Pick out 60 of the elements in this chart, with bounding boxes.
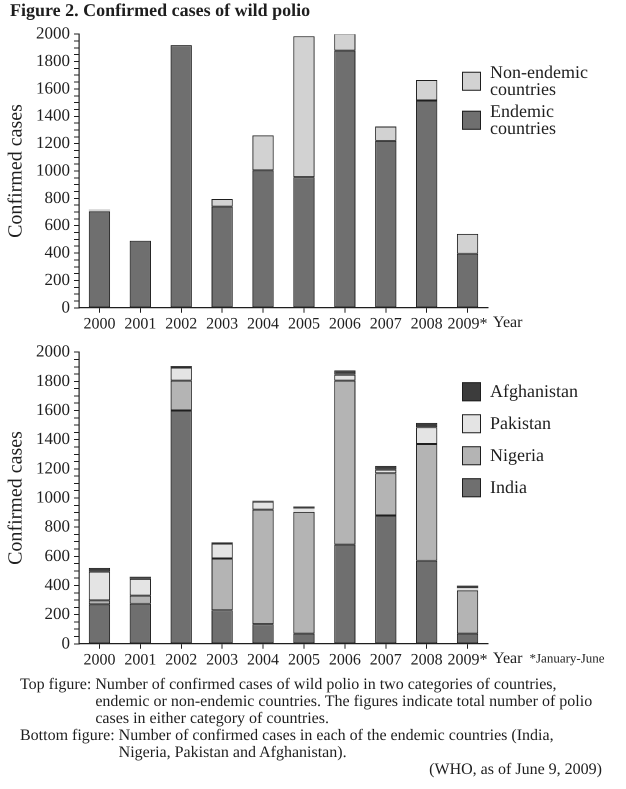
- x-tick-label: 2002: [165, 652, 198, 669]
- y-tick-label: 1200: [36, 458, 70, 478]
- x-tick-label: 2006: [328, 316, 361, 333]
- x-tick-label: 2008: [410, 316, 443, 333]
- x-tick-label: 2003: [206, 652, 238, 669]
- y-tick-label: 2000: [36, 342, 70, 361]
- y-tick-label: 0: [62, 297, 70, 316]
- y-tick-label: 600: [44, 546, 70, 565]
- x-tick-label: 2000: [83, 652, 116, 669]
- x-tick-label: 2006: [328, 652, 361, 669]
- y-tick-label: 0: [62, 633, 70, 652]
- x-tick-label: 2000: [83, 316, 116, 333]
- text: Bottom figure: Number of confirmed cases in each of the endemic countries (India, Nigeria, Pakistan and Afghanistan).: [20, 727, 555, 761]
- x-tick-label: 2008: [410, 652, 443, 669]
- y-tick-label: 1600: [36, 78, 70, 98]
- x-tick-label: 2003: [206, 316, 238, 333]
- y-tick-label: 800: [44, 188, 70, 207]
- legend-label: Non-endemic countries: [490, 62, 588, 99]
- y-tick-label: 400: [44, 242, 70, 262]
- x-tick-label: 2001: [124, 652, 156, 669]
- y-tick-label: 1600: [36, 400, 70, 419]
- y-axis-title: Confirmed cases: [4, 104, 26, 238]
- x-tick-label: 2002: [165, 316, 198, 333]
- bar: [293, 508, 315, 512]
- text: *January-June: [529, 650, 605, 666]
- y-tick-label: 200: [44, 604, 70, 624]
- x-tick-label: 2005: [288, 316, 320, 333]
- y-tick-label: 1400: [36, 429, 70, 448]
- text: (WHO, as of June 9, 2009): [429, 761, 602, 778]
- bar: [456, 586, 478, 588]
- y-tick-label: 1200: [36, 133, 70, 152]
- y-axis-title: Confirmed cases: [4, 430, 26, 565]
- legend-label: Nigeria: [490, 444, 544, 465]
- x-tick-label: 2009*: [448, 652, 488, 669]
- y-tick-label: 800: [44, 516, 70, 536]
- bar: [293, 506, 315, 509]
- y-tick-label: 1000: [36, 160, 70, 180]
- y-tick-label: 400: [44, 574, 70, 594]
- y-tick-label: 1000: [36, 487, 70, 506]
- x-tick-label: 2009*: [448, 316, 488, 333]
- y-tick-label: 200: [44, 270, 70, 289]
- legend-label: Pakistan: [490, 412, 551, 433]
- y-tick-label: 1800: [36, 51, 70, 70]
- x-tick-label: 2005: [288, 652, 320, 669]
- legend-label: India: [490, 476, 527, 497]
- x-tick-label: 2004: [247, 652, 280, 669]
- y-tick-label: 1800: [36, 370, 70, 390]
- legend-label: Endemic countries: [490, 100, 556, 138]
- text: Top figure: Number of confirmed cases of wild polio in two categories of countries, endemic or non-endemic countries. The figures indicate total number of polio cases in either category of countries.: [20, 676, 594, 727]
- x-tick-label: 2001: [124, 316, 156, 333]
- x-tick-label: 2004: [247, 316, 280, 333]
- y-tick-label: 600: [44, 215, 70, 234]
- legend-label: Afghanistan: [490, 380, 578, 401]
- x-tick-label: 2007: [370, 652, 402, 669]
- y-tick-label: 2000: [36, 24, 70, 43]
- x-tick-label: 2007: [370, 316, 402, 333]
- x-axis-title: Year: [493, 314, 524, 332]
- x-axis-title: Year: [493, 650, 524, 668]
- y-tick-label: 1400: [36, 106, 70, 125]
- chart-title: Figure 2. Confirmed cases of wild polio: [9, 0, 312, 20]
